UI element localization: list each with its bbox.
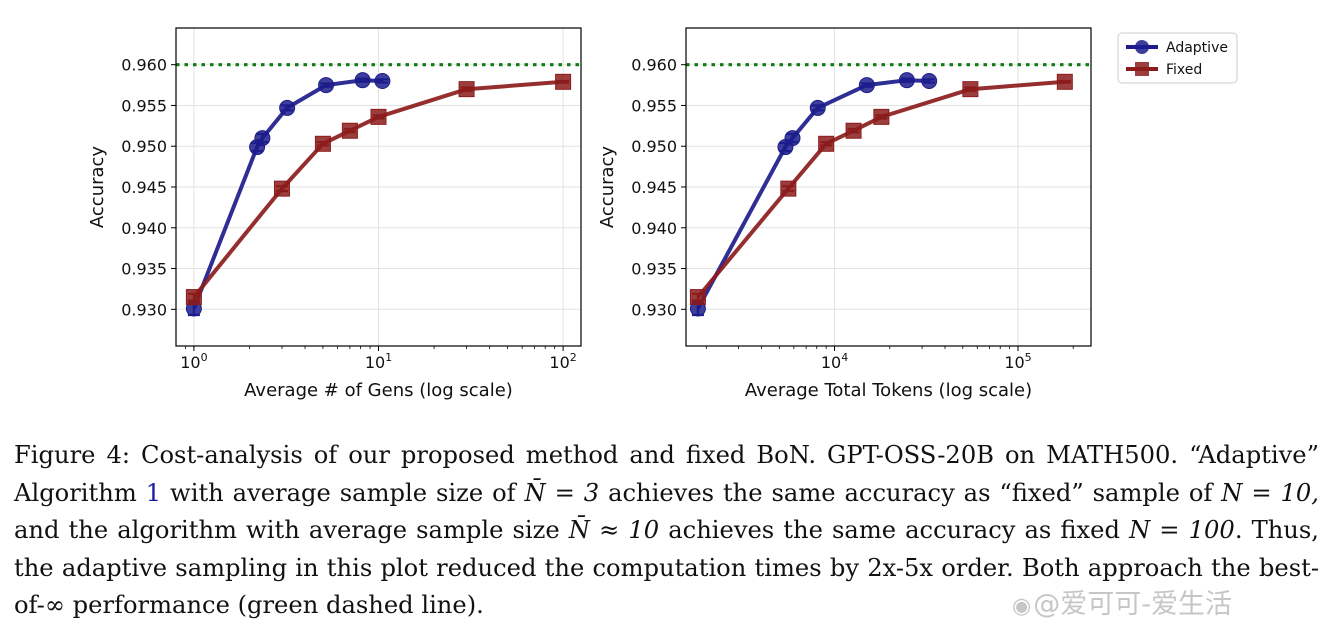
- caption-text: achieves the same accuracy as fixed: [659, 516, 1130, 544]
- caption-line-1: Figure 4: Cost-analysis of our proposed …: [14, 441, 1319, 469]
- x-tick-base: 10: [821, 353, 841, 372]
- data-point: [921, 73, 938, 89]
- legend-label: Fixed: [1166, 62, 1202, 78]
- data-point: [185, 289, 202, 306]
- x-tick-exponent: 5: [1025, 351, 1032, 364]
- caption-text: . Thus,: [1234, 516, 1319, 544]
- fixed-series: [185, 73, 572, 306]
- caption-text: achieves the same accuracy as “fixed” sa…: [599, 478, 1222, 507]
- caption-math: N = 100: [1129, 516, 1235, 544]
- data-point: [254, 130, 271, 147]
- x-axis-label: Average # of Gens (log scale): [244, 380, 513, 401]
- caption-text: with average sample size of: [161, 478, 525, 507]
- adaptive-series: [689, 72, 938, 317]
- y-tick-label: 0.955: [631, 96, 677, 115]
- x-tick-exponent: 2: [570, 351, 577, 364]
- x-tick-label: 105: [1004, 351, 1031, 372]
- x-tick-base: 10: [365, 353, 385, 372]
- data-point: [845, 122, 862, 139]
- y-tick-label: 0.930: [121, 300, 167, 319]
- caption-line-5: of-∞ performance (green dashed line).: [14, 591, 484, 619]
- y-tick-label: 0.945: [121, 178, 167, 197]
- x-tick-base: 10: [549, 353, 569, 372]
- x-tick-base: 10: [1004, 353, 1024, 372]
- legend-marker: [1135, 62, 1149, 76]
- data-point: [354, 72, 371, 89]
- x-tick-label: 102: [549, 351, 576, 372]
- x-tick-exponent: 0: [201, 351, 208, 364]
- data-point: [273, 180, 290, 197]
- algorithm-reference-link[interactable]: 1: [145, 478, 162, 507]
- x-tick-label: 104: [821, 351, 848, 372]
- y-tick-label: 0.960: [121, 56, 167, 75]
- data-point: [374, 73, 391, 89]
- x-tick-exponent: 1: [385, 351, 392, 364]
- data-point: [873, 108, 890, 125]
- caption-line-4: the adaptive sampling in this plot reduc…: [14, 553, 1319, 582]
- y-axis-label: Accuracy: [87, 146, 108, 229]
- x-tick-base: 10: [180, 353, 200, 372]
- watermark: ◉@爱可可-爱生活: [1012, 582, 1232, 621]
- data-point: [1056, 73, 1073, 90]
- x-axis-label: Average Total Tokens (log scale): [745, 380, 1032, 401]
- y-tick-label: 0.960: [631, 56, 677, 75]
- data-point: [341, 122, 358, 139]
- caption-line-2: Algorithm 1 with average sample size of …: [14, 475, 1319, 513]
- data-point: [370, 108, 387, 125]
- y-tick-label: 0.940: [121, 219, 167, 238]
- y-tick-label: 0.955: [121, 96, 167, 115]
- y-tick-label: 0.950: [631, 137, 677, 156]
- caption-text: Algorithm: [14, 478, 146, 507]
- data-point: [689, 289, 706, 306]
- data-point: [314, 135, 331, 152]
- y-tick-label: 0.940: [631, 219, 677, 238]
- data-point: [780, 180, 797, 197]
- data-point: [555, 73, 572, 90]
- weibo-icon: ◉: [1012, 594, 1032, 619]
- x-tick-label: 101: [365, 351, 392, 372]
- data-point: [279, 99, 296, 116]
- y-tick-label: 0.935: [121, 260, 167, 279]
- x-tick-label: 100: [180, 351, 207, 372]
- data-point: [458, 81, 475, 98]
- data-point: [962, 81, 979, 98]
- caption-math: N̄ = 3: [524, 478, 600, 507]
- y-axis-label: Accuracy: [597, 146, 618, 229]
- y-tick-label: 0.935: [631, 260, 677, 279]
- caption-line-3: and the algorithm with average sample si…: [14, 512, 1319, 550]
- data-point: [858, 77, 875, 94]
- y-tick-label: 0.930: [631, 300, 677, 319]
- x-tick-exponent: 4: [841, 351, 848, 364]
- data-point: [898, 72, 915, 89]
- watermark-text: @爱可可-爱生活: [1033, 589, 1232, 620]
- data-point: [809, 99, 826, 116]
- caption-text: and the algorithm with average sample si…: [14, 516, 569, 544]
- legend: Adaptive Fixed: [1117, 32, 1238, 84]
- adaptive-series: [185, 72, 391, 317]
- caption-math: N = 10,: [1221, 478, 1320, 507]
- data-point: [318, 77, 335, 94]
- data-point: [818, 135, 835, 152]
- caption-math: N̄ ≈ 10: [568, 516, 660, 544]
- fixed-series: [689, 73, 1073, 306]
- y-tick-label: 0.950: [121, 137, 167, 156]
- figure-caption: Figure 4: Cost-analysis of our proposed …: [14, 437, 1319, 625]
- legend-label: Adaptive: [1166, 40, 1228, 56]
- data-point: [784, 130, 801, 147]
- y-tick-label: 0.945: [631, 178, 677, 197]
- legend-marker: [1135, 40, 1149, 54]
